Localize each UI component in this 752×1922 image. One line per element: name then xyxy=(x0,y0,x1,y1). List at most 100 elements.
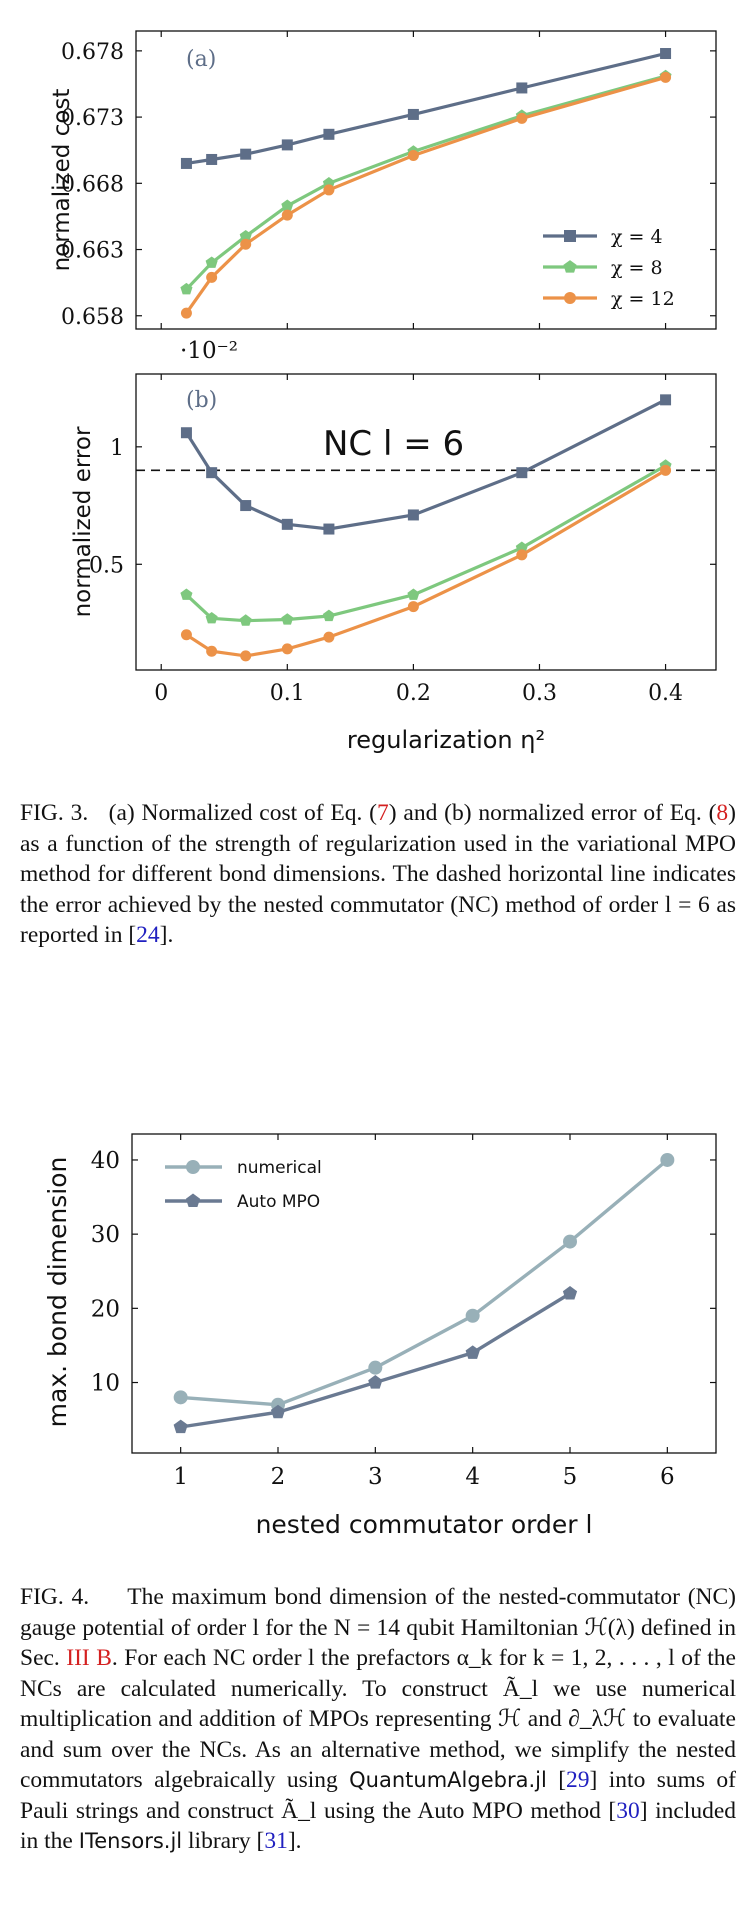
eq7-link[interactable]: 7 xyxy=(377,800,389,826)
fig3b-y-axis-label: normalized error xyxy=(70,426,96,617)
fig3-x-axis-label: regularization η² xyxy=(347,726,545,754)
legend-label: χ = 4 xyxy=(611,226,663,248)
fig3a-data-point xyxy=(180,157,192,169)
fig3a-data-point xyxy=(180,282,193,295)
fig4-xtick-label: 4 xyxy=(465,1464,480,1490)
fig4-ytick-label: 30 xyxy=(91,1222,120,1248)
legend-label: χ = 12 xyxy=(611,288,675,310)
fig4-caption-prefix: FIG. 4. xyxy=(20,1584,90,1610)
fig3b-data-point xyxy=(323,523,335,535)
fig4-xtick-label: 3 xyxy=(368,1464,383,1490)
fig3a-data-point xyxy=(516,112,528,124)
fig3b-data-point xyxy=(180,629,192,641)
fig3a-data-point xyxy=(281,139,293,151)
fig4-caption-text-1: The maximum bond dimension of the nested… xyxy=(20,1584,736,1671)
fig4-caption-text-6: library [ xyxy=(182,1828,265,1854)
fig3b-data-point xyxy=(281,643,293,655)
fig3b-data-point xyxy=(407,601,419,613)
ref-29-link[interactable]: 29 xyxy=(566,1767,590,1793)
fig4-data-point xyxy=(465,1308,480,1323)
fig3b-data-point xyxy=(239,614,252,626)
fig3a-data-point xyxy=(660,71,672,83)
fig3a-ytick-label: 0.673 xyxy=(61,106,124,131)
fig3a-y-axis-label: normalized cost xyxy=(49,89,75,272)
fig3b-data-point xyxy=(323,631,335,643)
nc-reference-label: NC l = 6 xyxy=(323,424,464,464)
itensors-name: ITensors.jl xyxy=(78,1829,183,1853)
fig3b-xtick-label: 0 xyxy=(154,681,168,706)
fig3-caption: FIG. 3. (a) Normalized cost of Eq. (7) a… xyxy=(20,798,736,951)
ref-24-link[interactable]: 24 xyxy=(136,922,160,948)
fig3b-data-point xyxy=(281,518,293,530)
fig4-data-point xyxy=(562,1286,578,1300)
fig3b-data-point xyxy=(180,588,193,600)
fig4-x-axis-label: nested commutator order l xyxy=(256,1510,593,1539)
fig3b-data-point xyxy=(205,612,218,624)
fig4-xtick-label: 6 xyxy=(660,1464,675,1490)
fig4-caption-text-4: ] into sums of Pauli strings and constru… xyxy=(20,1767,737,1824)
fig3b-ytick-label: 0.5 xyxy=(89,553,124,578)
fig3b-data-point xyxy=(660,394,672,406)
section-IIIB-link[interactable]: III B xyxy=(66,1645,112,1671)
fig3b-data-point xyxy=(240,500,252,512)
ref-31-link[interactable]: 31 xyxy=(264,1828,288,1854)
legend-marker xyxy=(564,292,576,304)
fig3a-plot-frame xyxy=(135,30,717,330)
fig3b-data-point xyxy=(660,464,672,476)
fig4-ytick-label: 40 xyxy=(91,1148,120,1174)
fig3a-panel-label: (a) xyxy=(186,47,216,72)
fig3b-xtick-label: 0.1 xyxy=(270,681,305,706)
fig3a-data-point xyxy=(205,256,218,268)
fig3-caption-text-1: (a) Normalized cost of Eq. ( xyxy=(108,800,378,826)
ref-30-link[interactable]: 30 xyxy=(616,1797,640,1824)
fig3b-data-point xyxy=(516,467,528,479)
fig3a-data-point xyxy=(281,199,294,211)
fig3b-data-point xyxy=(407,588,420,600)
fig4-xtick-label: 5 xyxy=(563,1464,578,1490)
legend-marker xyxy=(186,1160,200,1174)
fig4-data-point xyxy=(173,1419,188,1434)
fig3-caption-text-3: ) as a function of the strength of regul… xyxy=(20,800,736,948)
fig3b-xtick-label: 0.3 xyxy=(522,681,557,706)
fig4-caption-text-7: ]. xyxy=(287,1828,302,1854)
eq8-link[interactable]: 8 xyxy=(716,800,729,826)
fig3a-data-point xyxy=(323,128,335,140)
fig4-legend: numerical Auto MPO xyxy=(165,1158,322,1212)
fig3b-data-point xyxy=(180,427,192,439)
fig3b-xtick-label: 0.4 xyxy=(648,681,683,706)
fig4-plot-frame xyxy=(131,1133,717,1454)
fig3a-data-point xyxy=(516,82,528,94)
fig3a-data-point xyxy=(206,153,218,165)
fig4-ticks: 10 20 30 40 1 2 3 4 5 6 xyxy=(91,1134,716,1490)
fig3b-data-point xyxy=(407,509,419,521)
fig4-data-point xyxy=(465,1345,480,1359)
fig4-y-axis-label: max. bond dimension xyxy=(43,1157,72,1428)
legend-marker xyxy=(564,230,576,242)
fig3b-data-point xyxy=(281,613,294,625)
fig4-data-point xyxy=(173,1390,188,1405)
fig3a-ytick-label: 0.668 xyxy=(61,172,124,197)
fig3a-series xyxy=(180,48,672,319)
fig4-data-point xyxy=(368,1375,383,1389)
fig3a-data-point xyxy=(407,149,419,161)
fig3b-series-line xyxy=(185,398,667,531)
legend-label: Auto MPO xyxy=(237,1192,320,1212)
fig4-xtick-label: 2 xyxy=(271,1464,286,1490)
fig4-ytick-label: 20 xyxy=(91,1296,120,1322)
fig3-caption-text-4: ]. xyxy=(159,922,174,948)
fig3a-ytick-label: 0.663 xyxy=(61,239,124,264)
fig4-caption-text-2: . For each NC order l the prefactors α_k… xyxy=(20,1645,736,1793)
fig4-caption: FIG. 4. The maximum bond dimension of th… xyxy=(20,1582,736,1857)
fig3a-series-line xyxy=(185,74,667,291)
fig3b-ticks: 0.5 1 0 0.1 0.2 0.3 0.4 xyxy=(89,374,716,706)
fig4-xtick-label: 1 xyxy=(173,1464,188,1490)
legend-label: χ = 8 xyxy=(611,257,663,279)
fig3a-data-point xyxy=(407,108,419,120)
fig3a-data-point xyxy=(240,238,252,250)
fig3b-plot-frame xyxy=(135,373,717,671)
fig3b-data-point xyxy=(206,645,218,657)
fig3b-data-point xyxy=(206,467,218,479)
fig4-series xyxy=(173,1152,675,1434)
fig3b-series-line xyxy=(185,468,667,658)
